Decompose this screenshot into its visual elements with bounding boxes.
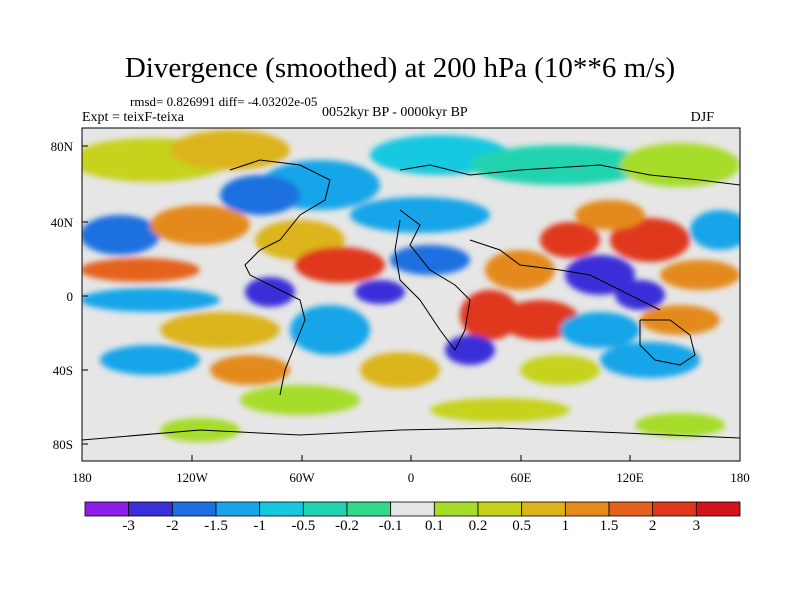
colorbar-swatch: [259, 501, 304, 517]
lon-label-60e: 60E: [510, 470, 532, 485]
colorbar-swatch: [390, 501, 435, 517]
divergence-field: [82, 128, 740, 461]
colorbar-swatch: [652, 501, 697, 517]
colorbar-swatch: [84, 501, 130, 517]
colorbar-swatch: [695, 501, 741, 517]
colorbar-tick-label: 3: [692, 518, 701, 534]
colorbar-tick-label: -2: [166, 518, 179, 534]
lat-label-0: 0: [66, 289, 74, 304]
colorbar-tick-label: -0.5: [291, 518, 316, 534]
colorbar-tick-label: -1: [253, 518, 266, 534]
colorbar-swatch: [521, 501, 566, 517]
colorbar-tick-label: 1.5: [599, 518, 619, 534]
colorbar-swatch: [608, 501, 654, 517]
lon-label-120w: 120W: [176, 470, 208, 485]
colorbar-tick-label: 1: [561, 518, 570, 534]
plot-title: Divergence (smoothed) at 200 hPa (10**6 …: [124, 52, 676, 84]
lon-label-60w: 60W: [289, 470, 315, 485]
colorbar: [84, 501, 741, 517]
lat-label-40n: 40N: [50, 215, 73, 230]
axis-ticks: [81, 145, 741, 461]
period-label: 0052kyr BP - 0000kyr BP: [322, 105, 468, 120]
lat-label-80n: 80N: [50, 139, 73, 154]
lon-label-0: 0: [407, 470, 415, 485]
statistics-text: rmsd= 0.826991 diff= -4.03202e-05: [130, 94, 318, 109]
colorbar-swatch: [128, 501, 173, 517]
colorbar-swatch: [346, 501, 392, 517]
colorbar-tick-label: -1.5: [204, 518, 228, 534]
colorbar-swatch: [564, 501, 610, 517]
colorbar-tick-label: 0.5: [512, 518, 532, 534]
lon-label-180e: 180: [730, 470, 750, 485]
colorbar-tick-label: -0.2: [335, 518, 359, 534]
colorbar-tick-label: 0.2: [468, 518, 488, 534]
season-label: DJF: [690, 110, 714, 125]
colorbar-tick-label: -3: [122, 518, 135, 534]
experiment-label: Expt = teixF-teixa: [82, 110, 184, 125]
colorbar-swatch: [171, 501, 217, 517]
colorbar-swatch: [433, 501, 479, 517]
colorbar-swatch: [302, 501, 348, 517]
lon-label-180w: 180: [72, 470, 92, 485]
lat-label-40s: 40S: [52, 363, 73, 378]
colorbar-swatch: [215, 501, 261, 517]
lon-label-120e: 120E: [616, 470, 644, 485]
colorbar-swatch: [477, 501, 523, 517]
coastlines: [82, 159, 740, 441]
colorbar-tick-label: -0.1: [378, 518, 403, 534]
colorbar-tick-label: 0.1: [424, 518, 444, 534]
colorbar-tick-label: 2: [648, 518, 657, 534]
lat-label-80s: 80S: [52, 437, 73, 452]
